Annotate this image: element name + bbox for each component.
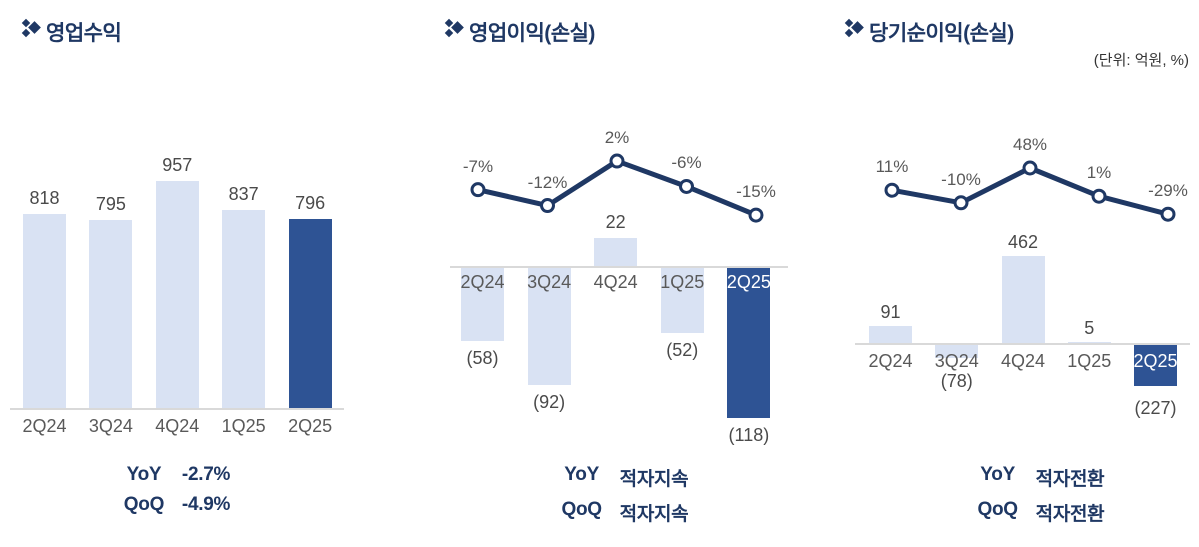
footer-operating-profit: YoY 적자지속 QoQ 적자지속: [560, 464, 689, 526]
yoy-label: YoY: [126, 464, 162, 485]
bar-1q25: [222, 209, 266, 408]
qoq-value: -4.9%: [181, 494, 231, 515]
bar-value-label: (118): [728, 425, 770, 446]
qoq-label: QoQ: [123, 494, 165, 515]
bar-3q24: [527, 266, 571, 385]
bar-value-label: (92): [533, 391, 566, 412]
chart-title-text: 당기순이익(손실): [869, 22, 1014, 45]
bar-value-label: 91: [880, 301, 901, 322]
bar-2q24: [23, 214, 66, 408]
bar-3q24: [935, 343, 979, 358]
x-axis-line: [450, 266, 788, 268]
category-label: 2Q25: [726, 272, 771, 292]
chart-title-text: 영업이익(손실): [469, 22, 595, 45]
bar-4q24: [594, 237, 638, 266]
bar-3q24: [89, 219, 133, 408]
category-label: 3Q24: [934, 351, 979, 371]
bar-2q25: [288, 219, 332, 408]
bar-value-label: (52): [666, 340, 699, 361]
qoq-row: QoQ -4.9%: [122, 494, 231, 516]
qoq-row: QoQ 적자전환: [976, 499, 1105, 526]
x-axis-line: [855, 343, 1190, 345]
bar-2q24: [461, 266, 504, 341]
bar-value-label: (78): [940, 371, 973, 391]
category-label: 2Q25: [1133, 351, 1178, 371]
qoq-label: QoQ: [561, 499, 602, 520]
bar-2q25: [727, 266, 771, 419]
category-label: 2Q24: [868, 351, 913, 371]
bar-4q24: [1001, 256, 1045, 343]
bar-1q25: [1067, 342, 1111, 343]
category-label: 1Q25: [221, 416, 266, 436]
bar-value-label: 462: [1007, 232, 1039, 253]
bar-1q25: [660, 266, 704, 334]
category-label: 2Q24: [22, 416, 67, 436]
footer-operating-revenue: YoY -2.7% QoQ -4.9%: [122, 464, 231, 516]
category-label: 3Q24: [527, 272, 572, 292]
category-label: 4Q24: [1000, 351, 1046, 371]
qoq-value: 적자지속: [619, 504, 689, 525]
category-label: 1Q25: [660, 272, 705, 292]
bar-2q24: [869, 325, 912, 343]
line-value-label: 1%: [1086, 163, 1112, 183]
yoy-row: YoY 적자지속: [560, 464, 689, 491]
line-value-label: 2%: [604, 128, 630, 148]
yoy-label: YoY: [980, 464, 1015, 485]
category-label: 4Q24: [593, 272, 638, 292]
yoy-value: -2.7%: [181, 464, 231, 485]
yoy-value: 적자전환: [1035, 469, 1105, 490]
chart-title-operating-revenue: 영업수익: [21, 17, 122, 47]
yoy-row: YoY 적자전환: [976, 464, 1105, 491]
bar-4q24: [155, 181, 199, 408]
category-label: 4Q24: [155, 416, 200, 436]
yoy-value: 적자지속: [619, 469, 689, 490]
category-label: 2Q24: [460, 272, 505, 292]
line-value-label: -10%: [941, 169, 981, 189]
unit-note: (단위: 억원, %): [1093, 52, 1189, 69]
bar-value-label: 957: [162, 155, 193, 176]
yoy-label: YoY: [564, 464, 599, 485]
bar-value-label: 5: [1084, 318, 1095, 338]
line-value-label: 48%: [1012, 135, 1048, 154]
category-label: 1Q25: [1067, 351, 1112, 371]
chart-title-operating-profit: 영업이익(손실): [444, 17, 595, 47]
yoy-row: YoY -2.7%: [122, 464, 231, 486]
bar-value-label: (227): [1134, 397, 1177, 418]
bar-2q25: [1134, 343, 1177, 386]
chart-title-net-income: 당기순이익(손실): [844, 17, 1014, 47]
category-label: 3Q24: [88, 416, 133, 436]
bar-value-label: 837: [228, 183, 259, 204]
qoq-value: 적자전환: [1035, 504, 1105, 525]
chart-title-text: 영업수익: [46, 22, 122, 45]
footer-net-income: YoY 적자전환 QoQ 적자전환: [976, 464, 1105, 526]
qoq-label: QoQ: [977, 499, 1018, 520]
category-label: 2Q25: [288, 416, 333, 436]
bar-value-label: 818: [29, 188, 60, 209]
line-value-label: -29%: [1148, 181, 1188, 201]
qoq-row: QoQ 적자지속: [560, 499, 689, 526]
x-axis-line: [10, 408, 344, 410]
bar-value-label: 795: [95, 193, 126, 214]
bar-value-label: (58): [466, 347, 499, 368]
bar-value-label: 796: [295, 193, 326, 214]
